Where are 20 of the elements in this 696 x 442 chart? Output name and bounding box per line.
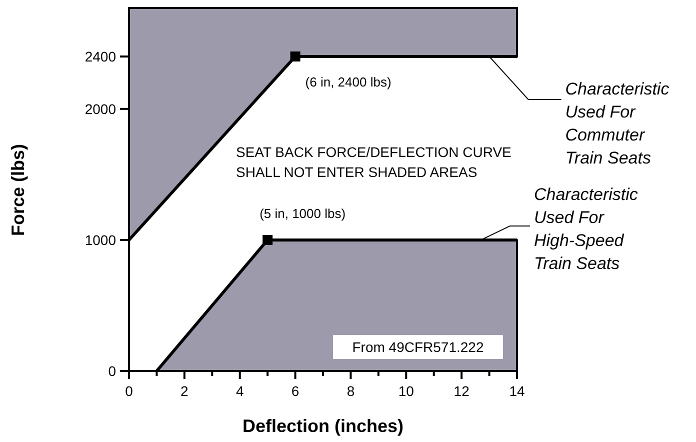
y-tick-label: 0 — [108, 363, 116, 379]
x-tick-label: 14 — [509, 383, 525, 399]
annotation: SEAT BACK FORCE/DEFLECTION CURVE SHALL NOT ENTER SHADED AREAS — [236, 144, 512, 180]
x-tick-label: 0 — [125, 383, 134, 399]
x-tick-label: 2 — [180, 383, 189, 399]
x-tick-label: 4 — [236, 383, 244, 399]
x-tick-label: 8 — [346, 383, 355, 399]
x-tick-label: 12 — [454, 383, 470, 399]
annotation: From 49CFR571.222 — [352, 339, 484, 355]
annotation: (5 in, 1000 lbs) — [260, 206, 346, 221]
y-tick-label: 1000 — [84, 232, 116, 248]
annotation: Characteristic Used For High-Speed Train Seats — [534, 184, 638, 273]
x-axis-title: Deflection (inches) — [242, 416, 404, 436]
x-tick-label: 10 — [398, 383, 414, 399]
y-tick-label: 2000 — [84, 100, 116, 117]
y-axis-title: Force (lbs) — [8, 144, 28, 236]
x-tick-label: 6 — [291, 383, 300, 399]
annotation: Characteristic Used For Commuter Train Seats — [565, 79, 670, 168]
annotation: (6 in, 2400 lbs) — [305, 74, 392, 90]
y-tick-label: 2400 — [84, 48, 116, 64]
